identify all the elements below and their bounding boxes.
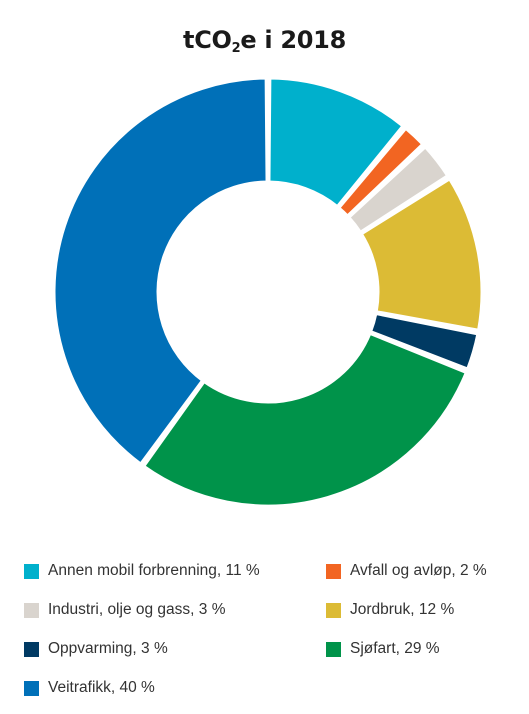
- donut-slice-veitrafikk: [52, 76, 269, 467]
- donut-slice-oppvarming: [368, 311, 480, 371]
- chart-title-main: tCO: [183, 26, 232, 54]
- legend-label-avfall-og-avlop: Avfall og avløp, 2 %: [350, 562, 487, 579]
- legend-label-oppvarming: Oppvarming, 3 %: [48, 640, 168, 657]
- donut-chart: [52, 76, 484, 508]
- legend-swatch-sjofart: [326, 641, 341, 657]
- donut-slice-avfall-og-avlop: [336, 126, 425, 219]
- legend-swatch-avfall-og-avlop: [326, 563, 341, 579]
- legend-item-annen-mobil-forbrenning: Annen mobil forbrenning, 11 %: [24, 562, 260, 580]
- donut-slice-sjofart: [141, 331, 469, 508]
- donut-slice-annen-mobil-forbrenning: [267, 76, 406, 209]
- legend-swatch-oppvarming: [24, 641, 39, 657]
- legend-label-sjofart: Sjøfart, 29 %: [350, 640, 440, 657]
- chart-title-rest: e i 2018: [240, 26, 346, 54]
- legend-swatch-veitrafikk: [24, 680, 39, 696]
- legend-item-oppvarming: Oppvarming, 3 %: [24, 640, 168, 658]
- legend-swatch-jordbruk: [326, 602, 341, 618]
- legend-item-sjofart: Sjøfart, 29 %: [326, 640, 440, 658]
- legend-item-jordbruk: Jordbruk, 12 %: [326, 601, 454, 619]
- legend-label-veitrafikk: Veitrafikk, 40 %: [48, 679, 155, 696]
- donut-slice-industri-olje-og-gass: [346, 144, 450, 235]
- chart-title-subscript: 2: [231, 41, 241, 56]
- donut-slice-jordbruk: [359, 176, 484, 333]
- legend-label-industri-olje-og-gass: Industri, olje og gass, 3 %: [48, 601, 226, 618]
- legend-label-annen-mobil-forbrenning: Annen mobil forbrenning, 11 %: [48, 562, 260, 579]
- legend-item-veitrafikk: Veitrafikk, 40 %: [24, 679, 155, 697]
- chart-title: tCO2e i 2018: [0, 26, 529, 56]
- legend-label-jordbruk: Jordbruk, 12 %: [350, 601, 455, 618]
- legend-swatch-industri-olje-og-gass: [24, 602, 39, 618]
- legend-swatch-annen-mobil-forbrenning: [24, 563, 39, 579]
- legend-item-avfall-og-avlop: Avfall og avløp, 2 %: [326, 562, 487, 580]
- legend-item-industri-olje-og-gass: Industri, olje og gass, 3 %: [24, 601, 226, 619]
